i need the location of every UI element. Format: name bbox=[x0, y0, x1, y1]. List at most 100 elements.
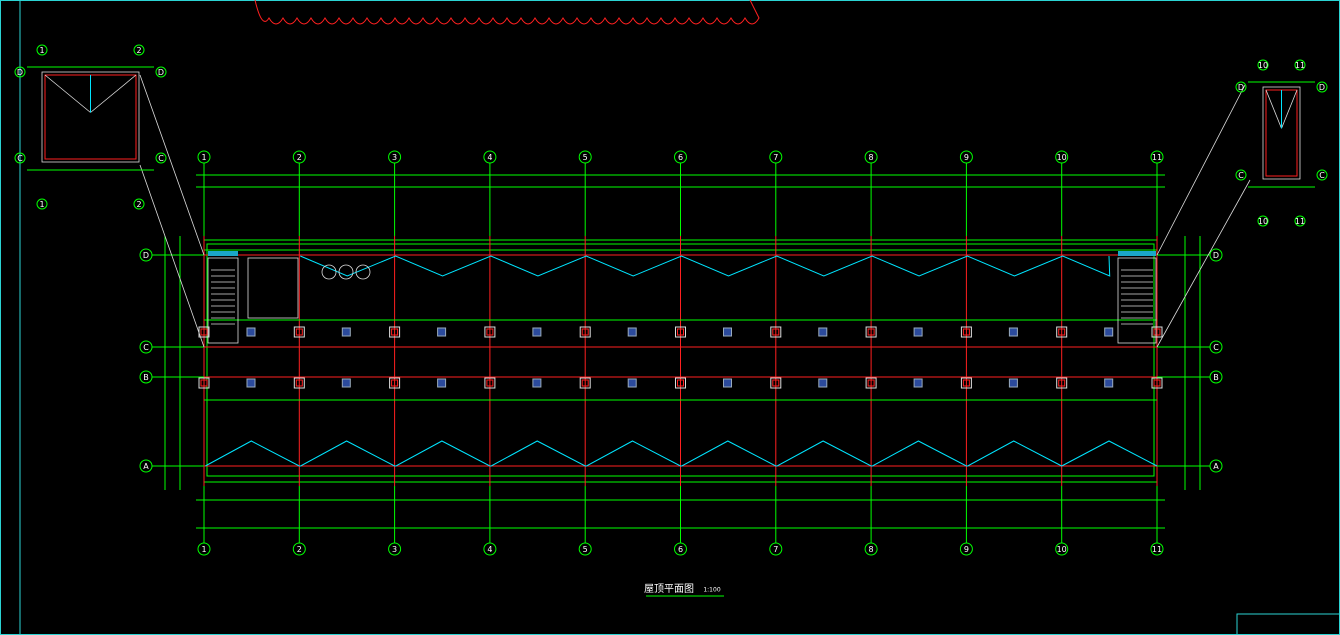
detail-outline bbox=[1262, 86, 1301, 180]
axis-label: D bbox=[1319, 83, 1325, 92]
detail-slope bbox=[1265, 89, 1282, 129]
column bbox=[1056, 377, 1068, 389]
roof-opening bbox=[1104, 378, 1114, 388]
axis-bubble bbox=[133, 44, 145, 56]
drawing-title: 屋顶平面图 bbox=[644, 583, 694, 595]
roof-opening bbox=[818, 327, 828, 337]
axis-bubble bbox=[864, 150, 878, 164]
axis-bubble bbox=[292, 150, 306, 164]
roof-opening bbox=[627, 378, 637, 388]
roof-opening bbox=[723, 378, 732, 388]
column-core bbox=[391, 379, 399, 387]
roof-opening bbox=[437, 327, 447, 337]
axis-bubble bbox=[292, 542, 306, 556]
fan bbox=[321, 264, 337, 280]
axis-bubble bbox=[36, 198, 48, 210]
axis-bubble bbox=[1209, 370, 1223, 384]
column-core bbox=[1153, 379, 1161, 387]
axis-label: 10 bbox=[1057, 545, 1067, 554]
axis-bubble bbox=[388, 542, 402, 556]
detail-slope bbox=[44, 74, 91, 113]
axis-bubble bbox=[139, 370, 153, 384]
drawing-title-group: 屋顶平面图 1:100 bbox=[644, 583, 724, 597]
roof-opening bbox=[532, 378, 542, 388]
axis-label: 2 bbox=[297, 545, 302, 554]
roof-opening bbox=[1008, 327, 1018, 337]
detail-outline bbox=[41, 71, 140, 163]
column-core bbox=[677, 379, 684, 387]
axis-label: C bbox=[17, 154, 23, 163]
leader-line bbox=[1156, 179, 1251, 348]
roof-slope bbox=[300, 255, 1111, 277]
axis-bubble bbox=[1209, 248, 1223, 262]
column bbox=[865, 326, 877, 338]
fan bbox=[355, 264, 371, 280]
column bbox=[770, 326, 782, 338]
axis-label: C bbox=[1213, 343, 1219, 352]
axis-label: 10 bbox=[1258, 217, 1268, 226]
column-core bbox=[200, 379, 208, 387]
stair bbox=[207, 257, 239, 344]
axis-label: 9 bbox=[964, 153, 969, 162]
axis-bubble bbox=[388, 150, 402, 164]
column-core bbox=[867, 328, 875, 336]
axis-label: 11 bbox=[1152, 153, 1162, 162]
column-core bbox=[1058, 328, 1066, 336]
detail-slope bbox=[90, 74, 137, 113]
axis-bubble bbox=[1294, 215, 1306, 227]
axis-label: D bbox=[143, 251, 149, 260]
axis-bubble bbox=[197, 542, 211, 556]
axis-label: 6 bbox=[678, 545, 683, 554]
axis-bubble bbox=[1055, 150, 1069, 164]
axis-label: B bbox=[1213, 373, 1219, 382]
axis-bubble bbox=[674, 542, 687, 556]
axis-label: 6 bbox=[678, 153, 683, 162]
axis-label: 7 bbox=[773, 153, 778, 162]
roof-opening bbox=[1104, 327, 1114, 337]
elevator bbox=[247, 257, 299, 319]
axis-label: 3 bbox=[392, 545, 397, 554]
axis-label: 9 bbox=[964, 545, 969, 554]
column bbox=[675, 326, 686, 338]
column-core bbox=[962, 328, 970, 336]
column-core bbox=[295, 328, 303, 336]
column-core bbox=[1153, 328, 1161, 336]
title-block bbox=[1236, 613, 1340, 635]
column bbox=[1056, 326, 1068, 338]
axis-label: 7 bbox=[773, 545, 778, 554]
column-core bbox=[486, 379, 494, 387]
roof-opening bbox=[818, 378, 828, 388]
axis-bubble bbox=[155, 66, 167, 78]
axis-label: 4 bbox=[487, 153, 492, 162]
axis-label: 1 bbox=[201, 153, 206, 162]
axis-label: 5 bbox=[583, 545, 588, 554]
axis-label: 2 bbox=[136, 46, 141, 55]
column-core bbox=[962, 379, 970, 387]
roof-opening bbox=[246, 378, 256, 388]
axis-label: C bbox=[158, 154, 164, 163]
axis-bubble bbox=[197, 150, 211, 164]
column-core bbox=[486, 328, 494, 336]
roof-slope bbox=[205, 440, 1158, 467]
column-core bbox=[391, 328, 399, 336]
column-core bbox=[772, 328, 780, 336]
axis-bubble bbox=[1316, 169, 1328, 181]
axis-bubble bbox=[1150, 542, 1164, 556]
axis-bubble bbox=[139, 459, 153, 473]
column bbox=[198, 377, 210, 389]
axis-label: 8 bbox=[869, 545, 874, 554]
column-core bbox=[295, 379, 303, 387]
column bbox=[579, 326, 591, 338]
roof-opening bbox=[532, 327, 542, 337]
axis-bubble bbox=[1257, 215, 1269, 227]
axis-bubble bbox=[1257, 59, 1269, 71]
leader-line bbox=[1156, 84, 1246, 256]
drawing-scale: 1:100 bbox=[703, 587, 720, 594]
axis-bubble bbox=[1209, 459, 1223, 473]
column-core bbox=[581, 328, 589, 336]
axis-bubble bbox=[133, 198, 145, 210]
axis-bubble bbox=[1209, 340, 1223, 354]
